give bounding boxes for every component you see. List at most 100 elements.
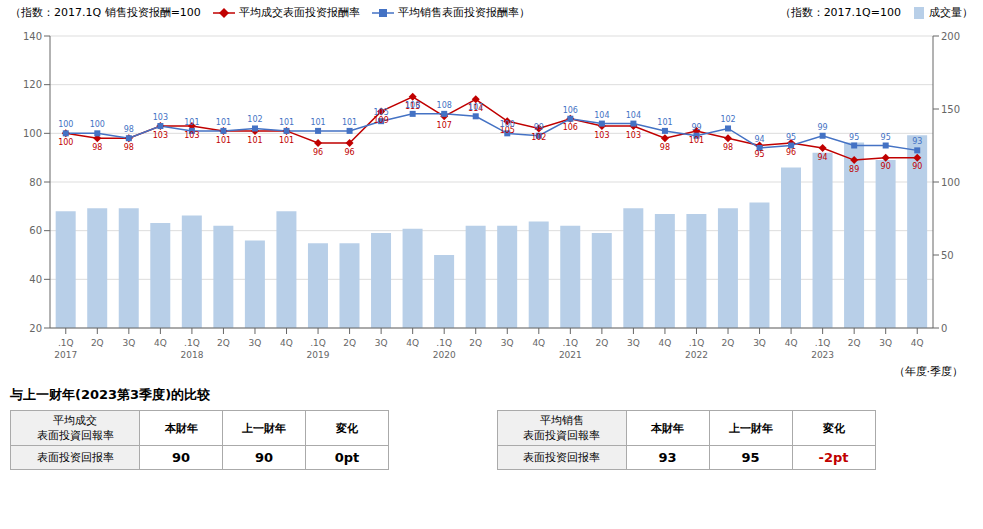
- svg-text:114: 114: [468, 104, 483, 113]
- svg-text:108: 108: [437, 101, 452, 110]
- svg-text:102: 102: [247, 115, 262, 124]
- svg-text:101: 101: [689, 136, 704, 145]
- svg-text:3Q: 3Q: [122, 338, 135, 348]
- svg-text:98: 98: [92, 143, 102, 152]
- svg-text:103: 103: [184, 131, 199, 140]
- svg-text:96: 96: [786, 148, 796, 157]
- html-text:0pt: 0pt: [334, 450, 360, 465]
- svg-text:100: 100: [90, 120, 105, 129]
- html-text:与上一财年(2023第3季度)的比较: 与上一财年(2023第3季度)的比较: [10, 387, 211, 402]
- svg-text:96: 96: [313, 148, 323, 157]
- svg-text:200: 200: [941, 31, 960, 42]
- svg-text:95: 95: [849, 133, 859, 142]
- svg-text:102: 102: [531, 133, 546, 142]
- svg-text:95: 95: [786, 133, 796, 142]
- svg-text:100: 100: [500, 120, 515, 129]
- svg-text:115: 115: [405, 102, 420, 111]
- svg-text:89: 89: [849, 165, 859, 174]
- svg-text:.1Q2020: .1Q2020: [433, 338, 456, 360]
- html-text:93: 93: [658, 450, 677, 465]
- svg-text:99: 99: [818, 123, 828, 132]
- svg-text:94: 94: [818, 153, 828, 162]
- svg-text:108: 108: [405, 101, 420, 110]
- svg-text:4Q: 4Q: [911, 338, 924, 348]
- svg-text:3Q: 3Q: [375, 338, 388, 348]
- svg-text:103: 103: [153, 131, 168, 140]
- svg-text:4Q: 4Q: [280, 338, 293, 348]
- svg-text:3Q: 3Q: [501, 338, 514, 348]
- svg-text:80: 80: [29, 177, 42, 188]
- svg-text:100: 100: [58, 120, 73, 129]
- svg-text:3Q: 3Q: [627, 338, 640, 348]
- svg-text:4Q: 4Q: [406, 338, 419, 348]
- svg-text:101: 101: [279, 118, 294, 127]
- svg-text:93: 93: [912, 137, 922, 146]
- html-text:90: 90: [255, 450, 273, 465]
- svg-text:0: 0: [941, 323, 947, 334]
- svg-text:50: 50: [941, 250, 954, 261]
- svg-text:98: 98: [124, 125, 134, 134]
- svg-text:99: 99: [534, 123, 544, 132]
- svg-text:101: 101: [216, 118, 231, 127]
- svg-text:.1Q2021: .1Q2021: [559, 338, 582, 360]
- svg-text:104: 104: [626, 111, 641, 120]
- svg-text:99: 99: [691, 123, 701, 132]
- svg-text:2Q: 2Q: [722, 338, 735, 348]
- svg-text:101: 101: [310, 118, 325, 127]
- svg-text:.1Q2018: .1Q2018: [180, 338, 203, 360]
- svg-text:105: 105: [373, 108, 388, 117]
- svg-text:2Q: 2Q: [217, 338, 230, 348]
- svg-text:103: 103: [153, 113, 168, 122]
- svg-text:4Q: 4Q: [659, 338, 672, 348]
- svg-text:101: 101: [184, 118, 199, 127]
- svg-text:4Q: 4Q: [785, 338, 798, 348]
- svg-text:96: 96: [344, 148, 354, 157]
- svg-text:120: 120: [23, 79, 42, 90]
- svg-text:95: 95: [754, 150, 764, 159]
- html-text:90: 90: [172, 450, 190, 465]
- svg-text:2Q: 2Q: [595, 338, 608, 348]
- svg-text:107: 107: [437, 121, 452, 130]
- svg-text:106: 106: [563, 106, 578, 115]
- svg-text:2Q: 2Q: [91, 338, 104, 348]
- svg-text:4Q: 4Q: [154, 338, 167, 348]
- svg-text:4Q: 4Q: [532, 338, 545, 348]
- svg-text:101: 101: [216, 136, 231, 145]
- svg-text:20: 20: [29, 323, 42, 334]
- svg-text:101: 101: [342, 118, 357, 127]
- svg-text:.1Q2017: .1Q2017: [54, 338, 77, 360]
- svg-text:2Q: 2Q: [469, 338, 482, 348]
- svg-text:100: 100: [941, 177, 960, 188]
- svg-text:.1Q2019: .1Q2019: [307, 338, 330, 360]
- svg-text:103: 103: [594, 131, 609, 140]
- svg-text:140: 140: [23, 31, 42, 42]
- svg-text:.1Q2022: .1Q2022: [685, 338, 708, 360]
- svg-text:98: 98: [660, 143, 670, 152]
- svg-text:106: 106: [563, 123, 578, 132]
- svg-text:98: 98: [124, 143, 134, 152]
- svg-text:90: 90: [881, 162, 891, 171]
- svg-text:3Q: 3Q: [753, 338, 766, 348]
- svg-text:150: 150: [941, 104, 960, 115]
- svg-text:98: 98: [723, 143, 733, 152]
- svg-text:101: 101: [279, 136, 294, 145]
- svg-text:2Q: 2Q: [343, 338, 356, 348]
- svg-text:40: 40: [29, 274, 42, 285]
- svg-text:104: 104: [594, 111, 609, 120]
- svg-text:107: 107: [468, 103, 483, 112]
- svg-text:90: 90: [912, 162, 922, 171]
- svg-text:94: 94: [754, 135, 764, 144]
- svg-text:101: 101: [247, 136, 262, 145]
- svg-text:2Q: 2Q: [848, 338, 861, 348]
- svg-text:95: 95: [881, 133, 891, 142]
- svg-text:.1Q2023: .1Q2023: [811, 338, 834, 360]
- svg-text:60: 60: [29, 225, 42, 236]
- svg-text:3Q: 3Q: [249, 338, 262, 348]
- svg-text:102: 102: [720, 115, 735, 124]
- svg-text:100: 100: [58, 138, 73, 147]
- svg-text:3Q: 3Q: [879, 338, 892, 348]
- svg-text:103: 103: [626, 131, 641, 140]
- svg-text:100: 100: [23, 128, 42, 139]
- svg-text:109: 109: [373, 116, 388, 125]
- svg-text:101: 101: [657, 118, 672, 127]
